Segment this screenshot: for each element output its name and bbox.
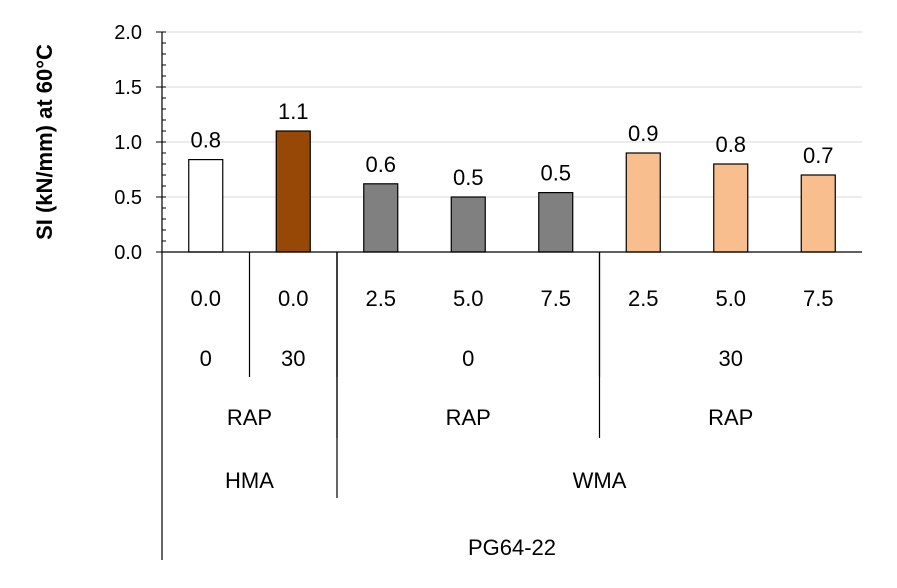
category-label-level2: 30 [719, 346, 743, 371]
data-label: 0.9 [628, 121, 659, 146]
bar [450, 196, 486, 253]
category-label-level1: 2.5 [365, 286, 396, 311]
bar [188, 159, 224, 253]
y-tick-label: 0.5 [114, 187, 142, 209]
category-label-level4: WMA [573, 468, 627, 493]
bar [625, 152, 661, 253]
y-tick-label: 1.5 [114, 77, 142, 99]
data-label: 0.8 [715, 132, 746, 157]
y-tick-label: 2.0 [114, 22, 142, 44]
category-label-level2: 30 [281, 346, 305, 371]
category-label-level4: HMA [225, 468, 274, 493]
axes: 0.0 0.5 1.0 1.5 2.0 [114, 22, 862, 560]
data-label: 0.7 [803, 143, 834, 168]
category-label-level2: 0 [462, 346, 474, 371]
category-label-level3: RAP [446, 405, 491, 430]
bar [538, 192, 574, 253]
category-label-level1: 0.0 [190, 286, 221, 311]
gridlines [162, 31, 862, 198]
bar [275, 130, 311, 253]
category-label-level1: 2.5 [628, 286, 659, 311]
category-label-level3: RAP [227, 405, 272, 430]
bar [363, 183, 399, 253]
category-label-level5: PG64-22 [468, 535, 556, 560]
category-label-level1: 5.0 [453, 286, 484, 311]
y-tick-label: 0.0 [114, 242, 142, 264]
data-label: 1.1 [278, 99, 309, 124]
y-axis-label: SI (kN/mm) at 60°C [32, 44, 57, 240]
category-label-level1: 7.5 [803, 286, 834, 311]
data-label: 0.6 [365, 152, 396, 177]
data-label: 0.8 [190, 128, 221, 153]
bar [800, 174, 836, 253]
y-tick-label: 1.0 [114, 132, 142, 154]
data-labels: 0.8 1.1 0.6 0.5 0.5 0.9 0.8 0.7 [190, 99, 833, 190]
category-axis: 0.0 0.0 2.5 5.0 7.5 2.5 5.0 7.5 0 30 0 30 RAP RAP RAP H… [190, 252, 834, 560]
category-label-level1: 0.0 [278, 286, 309, 311]
category-label-level1: 7.5 [540, 286, 571, 311]
bar [713, 163, 749, 253]
category-label-level3: RAP [708, 405, 753, 430]
data-label: 0.5 [453, 165, 484, 190]
data-label: 0.5 [540, 161, 571, 186]
category-label-level2: 0 [200, 346, 212, 371]
category-label-level1: 5.0 [715, 286, 746, 311]
